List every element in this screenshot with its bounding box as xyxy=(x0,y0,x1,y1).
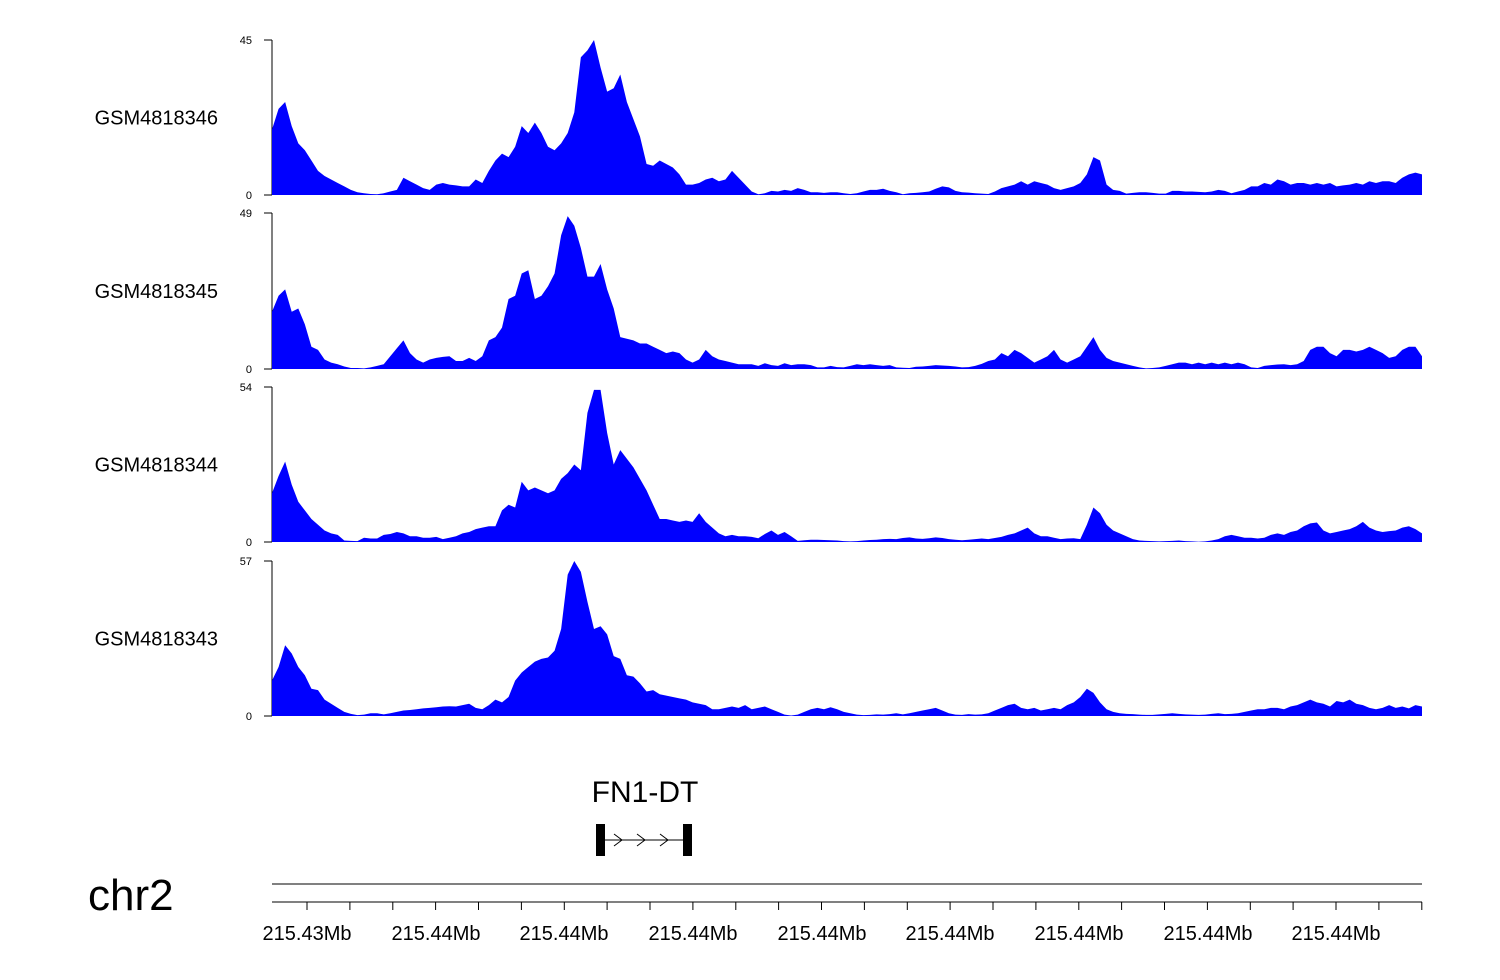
coverage-tracks: GSM4818346450GSM4818345490GSM4818344540G… xyxy=(95,35,1422,723)
coverage-area xyxy=(272,40,1422,195)
track: GSM4818346 45 0 xyxy=(95,35,1422,202)
coverage-area xyxy=(272,561,1422,716)
y-min-label: 0 xyxy=(246,537,252,549)
x-tick-label: 215.44Mb xyxy=(906,923,995,945)
y-min-label: 0 xyxy=(246,364,252,376)
gene-annotation: FN1-DT xyxy=(592,776,699,856)
track: GSM4818343 57 0 xyxy=(95,556,1422,723)
gene-name-label: FN1-DT xyxy=(592,776,699,809)
y-max-label: 49 xyxy=(240,208,252,220)
track-label: GSM4818344 xyxy=(95,455,218,477)
x-tick-label: 215.44Mb xyxy=(1035,923,1124,945)
x-tick-label: 215.44Mb xyxy=(1164,923,1253,945)
gene-exon-right xyxy=(683,824,692,856)
y-max-label: 57 xyxy=(240,556,252,568)
x-tick-label: 215.44Mb xyxy=(1292,923,1381,945)
x-tick-label: 215.44Mb xyxy=(392,923,481,945)
track-label: GSM4818345 xyxy=(95,281,218,303)
track: GSM4818344 54 0 xyxy=(95,382,1422,549)
x-axis: 215.43Mb 215.44Mb 215.44Mb 215.44Mb 215.44Mb… xyxy=(263,901,1423,945)
x-tick-label: 215.44Mb xyxy=(520,923,609,945)
y-max-label: 45 xyxy=(240,35,252,47)
track-label: GSM4818346 xyxy=(95,108,218,130)
strand-arrow xyxy=(659,833,669,847)
strand-arrows xyxy=(613,833,669,847)
x-tick-label: 215.44Mb xyxy=(778,923,867,945)
y-max-label: 54 xyxy=(240,382,252,394)
gene-exon-left xyxy=(596,824,605,856)
x-tick-label: 215.44Mb xyxy=(649,923,738,945)
track: GSM4818345 49 0 xyxy=(95,208,1422,376)
y-min-label: 0 xyxy=(246,190,252,202)
strand-arrow xyxy=(636,833,646,847)
y-min-label: 0 xyxy=(246,711,252,723)
track-label: GSM4818343 xyxy=(95,629,218,651)
chromosome-label: chr2 xyxy=(88,871,174,920)
coverage-area xyxy=(272,389,1422,542)
coverage-area xyxy=(272,216,1422,369)
x-tick-label: 215.43Mb xyxy=(263,923,352,945)
strand-arrow xyxy=(613,833,623,847)
